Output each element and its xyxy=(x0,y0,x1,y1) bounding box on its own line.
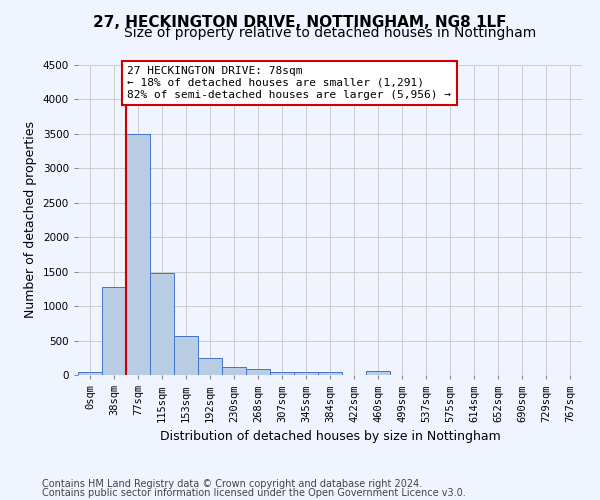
Bar xyxy=(174,336,198,375)
Bar xyxy=(198,358,222,375)
Text: 27 HECKINGTON DRIVE: 78sqm
← 18% of detached houses are smaller (1,291)
82% of s: 27 HECKINGTON DRIVE: 78sqm ← 18% of deta… xyxy=(127,66,451,100)
Bar xyxy=(126,134,150,375)
Bar xyxy=(246,370,270,375)
Text: Contains public sector information licensed under the Open Government Licence v3: Contains public sector information licen… xyxy=(42,488,466,498)
Bar xyxy=(318,372,342,375)
Y-axis label: Number of detached properties: Number of detached properties xyxy=(24,122,37,318)
Bar xyxy=(78,372,102,375)
Bar xyxy=(366,370,390,375)
Bar xyxy=(270,372,294,375)
Bar xyxy=(102,287,126,375)
Bar xyxy=(222,367,246,375)
Text: 27, HECKINGTON DRIVE, NOTTINGHAM, NG8 1LF: 27, HECKINGTON DRIVE, NOTTINGHAM, NG8 1L… xyxy=(93,15,507,30)
X-axis label: Distribution of detached houses by size in Nottingham: Distribution of detached houses by size … xyxy=(160,430,500,443)
Title: Size of property relative to detached houses in Nottingham: Size of property relative to detached ho… xyxy=(124,26,536,40)
Bar xyxy=(150,273,174,375)
Bar xyxy=(294,372,318,375)
Text: Contains HM Land Registry data © Crown copyright and database right 2024.: Contains HM Land Registry data © Crown c… xyxy=(42,479,422,489)
